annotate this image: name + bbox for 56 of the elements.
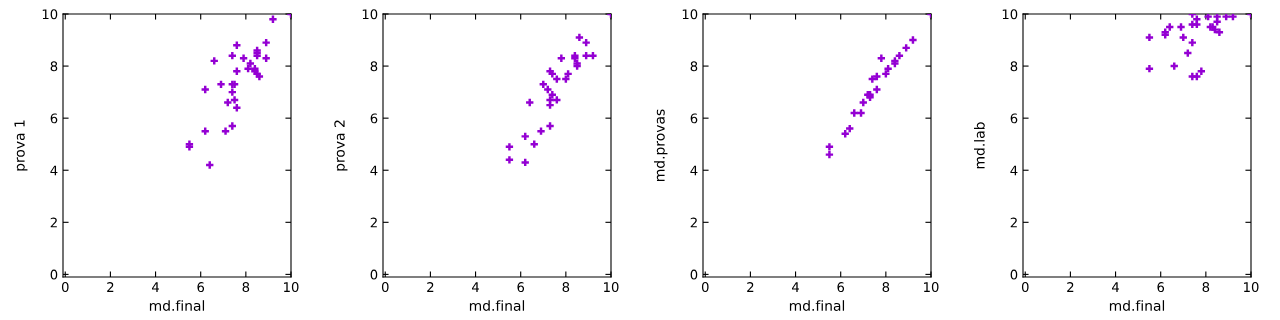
y-tick-label: 4 [690,165,698,176]
x-tick-label: 10 [604,282,619,293]
x-axis-title: md.final [469,300,525,311]
y-tick-label: 2 [1010,217,1017,228]
x-tick-label: 8 [1202,282,1210,293]
y-tick-label: 4 [50,165,58,176]
y-tick-label: 10 [42,9,58,20]
y-tick-label: 8 [1010,61,1018,72]
x-tick-label: 8 [882,282,890,293]
x-tick-label: 2 [1067,282,1074,292]
x-tick-label: 8 [562,282,570,293]
y-tick-label: 0 [690,269,698,280]
x-tick-label: 10 [1244,282,1259,293]
y-tick-label: 8 [690,61,698,72]
y-axis-title: md.provas [654,109,668,181]
x-tick-label: 2 [747,282,754,292]
y-tick-label: 10 [1002,9,1018,20]
y-tick-label: 6 [690,113,698,124]
x-tick-label: 2 [427,282,434,292]
y-tick-label: 0 [370,269,378,280]
y-tick-label: 8 [370,61,378,72]
y-tick-label: 4 [370,165,378,176]
x-tick-label: 4 [792,282,800,292]
y-tick-label: 6 [50,113,58,124]
y-tick-label: 2 [50,217,57,228]
x-tick-label: 0 [61,282,69,293]
y-tick-label: 6 [370,113,378,124]
x-tick-label: 6 [1157,282,1165,293]
x-axis-title: md.final [1109,300,1165,311]
y-tick-label: 0 [1010,269,1018,280]
x-axis-title: md.final [149,300,205,311]
y-tick-label: 4 [1010,165,1018,176]
x-tick-label: 10 [924,282,939,293]
x-tick-label: 6 [197,282,205,293]
x-tick-label: 2 [107,282,114,292]
x-tick-label: 4 [1112,282,1120,292]
y-tick-label: 8 [50,61,58,72]
y-tick-label: 0 [50,269,58,280]
x-axis-title: md.final [789,300,845,311]
y-tick-label: 6 [1010,113,1018,124]
x-tick-label: 4 [152,282,160,292]
y-tick-label: 10 [682,9,698,20]
x-tick-label: 0 [1021,282,1029,293]
y-tick-label: 2 [370,217,377,228]
x-tick-label: 8 [242,282,250,293]
x-tick-label: 6 [517,282,525,293]
y-axis-title: prova 1 [14,120,28,171]
x-tick-label: 0 [701,282,709,293]
x-tick-label: 6 [837,282,845,293]
x-tick-label: 0 [381,282,389,293]
x-tick-label: 4 [472,282,480,292]
y-axis-title: prova 2 [334,120,348,171]
y-axis-title: md.lab [974,122,985,169]
y-tick-label: 10 [362,9,378,20]
y-tick-label: 2 [690,217,697,228]
x-tick-label: 10 [284,282,299,293]
